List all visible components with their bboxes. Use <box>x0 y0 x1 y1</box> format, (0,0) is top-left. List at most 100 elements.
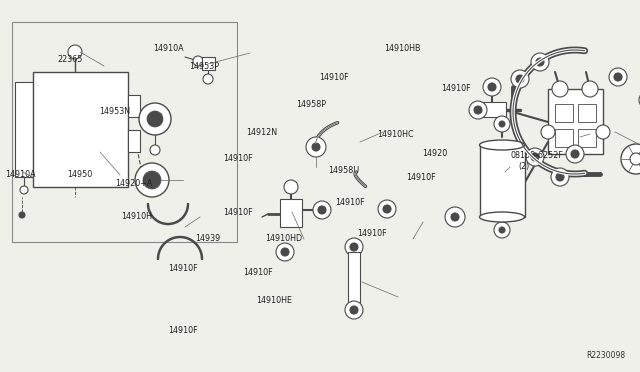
Bar <box>280 199 302 227</box>
Bar <box>33 72 128 187</box>
Bar <box>15 82 33 177</box>
Circle shape <box>630 153 640 165</box>
Circle shape <box>318 206 326 214</box>
Circle shape <box>306 137 326 157</box>
Circle shape <box>536 58 544 66</box>
Text: 14912N: 14912N <box>246 128 278 137</box>
Text: 14910F: 14910F <box>223 154 252 163</box>
Bar <box>555 104 573 122</box>
Circle shape <box>350 243 358 251</box>
Circle shape <box>531 53 549 71</box>
Circle shape <box>511 70 529 88</box>
Circle shape <box>609 68 627 86</box>
Circle shape <box>383 205 391 213</box>
Circle shape <box>485 80 499 94</box>
Bar <box>555 129 573 147</box>
Circle shape <box>566 145 584 163</box>
Bar <box>578 104 596 122</box>
Circle shape <box>281 248 289 256</box>
Text: 14910F: 14910F <box>168 326 197 335</box>
Circle shape <box>639 91 640 109</box>
Bar <box>12 22 237 242</box>
Ellipse shape <box>479 140 525 150</box>
Circle shape <box>571 150 579 158</box>
Text: 14910HB: 14910HB <box>384 44 420 53</box>
Text: 14910H: 14910H <box>122 212 152 221</box>
Text: 14958P: 14958P <box>296 100 326 109</box>
Circle shape <box>614 73 622 81</box>
Text: 14950: 14950 <box>67 170 92 179</box>
Circle shape <box>552 81 568 97</box>
Bar <box>548 89 603 154</box>
Circle shape <box>451 213 459 221</box>
Circle shape <box>489 84 495 90</box>
Circle shape <box>469 101 487 119</box>
Circle shape <box>499 121 505 127</box>
Circle shape <box>582 81 598 97</box>
Text: 14910F: 14910F <box>243 268 273 277</box>
Bar <box>578 129 596 147</box>
Circle shape <box>516 75 524 83</box>
Circle shape <box>350 306 358 314</box>
Circle shape <box>494 222 510 238</box>
Circle shape <box>284 180 298 194</box>
Text: 14920: 14920 <box>422 149 447 158</box>
Circle shape <box>488 83 496 91</box>
Circle shape <box>551 168 569 186</box>
Circle shape <box>68 45 82 59</box>
Circle shape <box>621 144 640 174</box>
Text: 14910A: 14910A <box>154 44 184 53</box>
Circle shape <box>378 200 396 218</box>
Text: R2230098: R2230098 <box>586 351 625 360</box>
Text: 14910F: 14910F <box>406 173 436 182</box>
Text: 14910F: 14910F <box>223 208 252 217</box>
Ellipse shape <box>479 212 525 222</box>
Circle shape <box>150 145 160 155</box>
Circle shape <box>143 171 161 189</box>
Text: 14910HC: 14910HC <box>378 130 414 139</box>
Text: 14910HD: 14910HD <box>266 234 303 243</box>
Circle shape <box>541 125 555 139</box>
Circle shape <box>313 201 331 219</box>
Circle shape <box>139 103 171 135</box>
Text: 14958U: 14958U <box>328 166 359 174</box>
Text: 14953P: 14953P <box>189 62 219 71</box>
Bar <box>128 95 140 117</box>
Bar <box>480 145 525 217</box>
Circle shape <box>556 173 564 181</box>
Bar <box>128 130 140 152</box>
Text: 14910F: 14910F <box>319 73 348 81</box>
Text: 14910HE: 14910HE <box>256 296 292 305</box>
Circle shape <box>483 78 501 96</box>
Circle shape <box>19 212 25 218</box>
Text: 14910F: 14910F <box>442 84 471 93</box>
Circle shape <box>499 227 505 233</box>
Text: 14939: 14939 <box>195 234 220 243</box>
Circle shape <box>135 163 169 197</box>
Circle shape <box>445 207 465 227</box>
Circle shape <box>531 153 539 161</box>
Text: 14953N: 14953N <box>99 107 131 116</box>
Circle shape <box>474 106 482 114</box>
Text: 08158-6252F: 08158-6252F <box>511 151 564 160</box>
Circle shape <box>567 146 583 162</box>
Text: 14910F: 14910F <box>357 229 387 238</box>
Text: 14910F: 14910F <box>335 198 365 207</box>
Circle shape <box>494 116 510 132</box>
Text: 14910F: 14910F <box>168 264 197 273</box>
Bar <box>348 252 360 307</box>
Circle shape <box>193 56 203 66</box>
Circle shape <box>312 143 320 151</box>
Text: 14920+A: 14920+A <box>115 179 152 187</box>
Circle shape <box>20 186 28 194</box>
Circle shape <box>596 125 610 139</box>
Circle shape <box>203 74 213 84</box>
Text: 14910A: 14910A <box>5 170 36 179</box>
Bar <box>202 57 215 70</box>
Circle shape <box>147 111 163 127</box>
Circle shape <box>345 301 363 319</box>
Text: (2): (2) <box>518 162 530 171</box>
Circle shape <box>526 148 544 166</box>
Circle shape <box>345 238 363 256</box>
Text: 22365: 22365 <box>58 55 83 64</box>
